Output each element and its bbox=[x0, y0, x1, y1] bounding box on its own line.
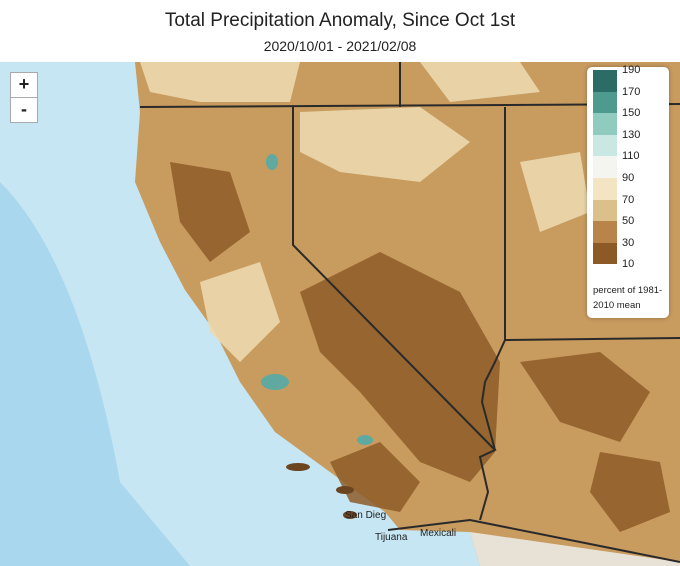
legend-swatch bbox=[593, 242, 617, 265]
legend-swatch bbox=[593, 113, 617, 135]
wet-spots bbox=[261, 154, 373, 445]
legend-swatch bbox=[593, 221, 617, 243]
legend: percent of 1981-2010 mean 190 170 150 130 11… bbox=[587, 64, 669, 318]
legend-label: 190 bbox=[622, 64, 641, 76]
legend-label: 130 bbox=[622, 128, 641, 141]
legend-swatch bbox=[593, 178, 617, 200]
legend-label: 50 bbox=[622, 215, 635, 228]
subtitle: 2020/10/01 - 2021/02/08 bbox=[263, 38, 417, 54]
legend-label: 110 bbox=[622, 150, 640, 163]
legend-label: 170 bbox=[622, 85, 641, 98]
legend-swatch bbox=[593, 156, 617, 178]
place-label: Tijuana bbox=[375, 532, 408, 543]
zoom-out-button[interactable]: - bbox=[10, 97, 38, 123]
legend-label: 90 bbox=[622, 172, 635, 184]
legend-label: 10 bbox=[622, 258, 635, 271]
legend-swatch bbox=[593, 91, 617, 114]
mexico-land bbox=[470, 532, 680, 566]
legend-swatch bbox=[593, 134, 617, 157]
map: San Dieg Tijuana Mexicali bbox=[0, 62, 680, 566]
legend-label: 30 bbox=[622, 236, 635, 249]
zoom-in-button[interactable]: + bbox=[10, 72, 38, 98]
legend-caption: percent of 1981-2010 mean bbox=[593, 285, 663, 311]
place-label: Mexicali bbox=[420, 528, 456, 539]
place-label: San Dieg bbox=[345, 510, 386, 521]
dry-regions bbox=[170, 162, 670, 532]
ocean-deep bbox=[0, 182, 190, 566]
legend-swatch bbox=[593, 70, 617, 92]
title: Total Precipitation Anomaly, Since Oct 1… bbox=[164, 10, 516, 31]
moist-regions bbox=[140, 62, 590, 362]
legend-swatch bbox=[593, 199, 617, 222]
legend-label: 150 bbox=[622, 107, 641, 120]
legend-label: 70 bbox=[622, 193, 635, 206]
islands bbox=[286, 463, 357, 519]
